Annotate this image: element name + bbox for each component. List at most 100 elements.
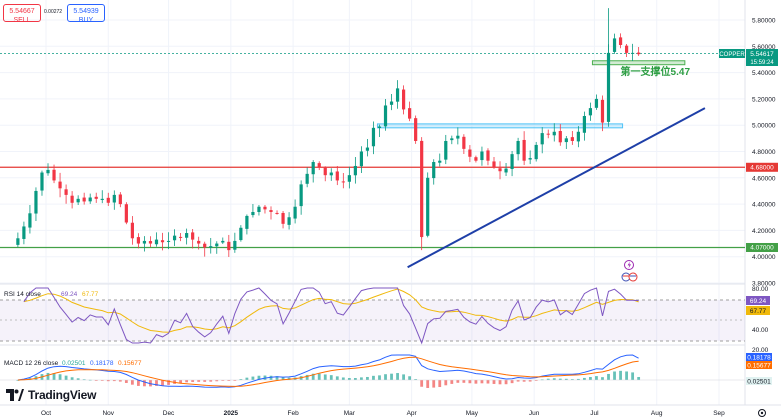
event-markers[interactable]: [621, 260, 638, 282]
tradingview-logo[interactable]: TradingView: [6, 388, 96, 402]
candle-body: [618, 37, 623, 45]
candle-body: [329, 172, 333, 176]
macd-histogram-bar: [637, 376, 641, 380]
macd-histogram-bar: [474, 380, 478, 384]
macd-histogram-bar: [347, 378, 351, 380]
candle-body: [588, 108, 593, 116]
hist-axis-tag-label: 0.02501: [747, 379, 771, 386]
ascending-trendline[interactable]: [407, 107, 706, 269]
macd-pane: MACD 12 26 close 0.02501 0.18178 0.15677…: [0, 347, 772, 388]
candle-body: [401, 89, 406, 110]
macd-line: [17, 354, 639, 388]
candle-body: [112, 194, 116, 203]
candle-body: [46, 169, 50, 174]
macd-histogram-bar: [595, 376, 598, 380]
macd-histogram-bar: [414, 379, 418, 380]
candle-body: [215, 243, 219, 247]
candle-body: [257, 206, 261, 213]
time-axis-label: Aug: [651, 410, 663, 417]
macd-histogram-bar: [52, 373, 56, 380]
macd-histogram-bar: [631, 372, 635, 380]
first-support-zone[interactable]: [591, 60, 686, 66]
candle-body: [498, 168, 502, 172]
candle-body: [233, 240, 237, 250]
time-axis[interactable]: Oct Nov Dec 2025 Feb Mar Apr May Jun Jul Aug Sep: [41, 410, 725, 417]
candle-body: [130, 222, 134, 239]
candle-body: [438, 160, 442, 163]
macd-histogram-bar: [221, 380, 225, 381]
rsi-axis-tick-80: 80.00: [752, 286, 769, 293]
candle-body: [100, 198, 104, 200]
macd-histogram-bar: [625, 371, 628, 380]
macd-histogram-bar: [456, 380, 460, 383]
macd-histogram-bar: [372, 375, 375, 380]
macd-hist-value-label: 0.02501: [62, 360, 86, 367]
buy-button[interactable]: 5.54939 BUY: [67, 4, 105, 24]
macd-histogram-bar: [161, 380, 164, 386]
us-flag-icon-2[interactable]: [628, 272, 638, 282]
price-axis[interactable]: 5.80000 5.60000 5.40000 5.20000 5.00000 4.800…: [752, 18, 776, 288]
level-axis-tag: [746, 242, 778, 252]
macd-histogram-bar: [522, 380, 526, 382]
candlestick-series: [16, 8, 641, 257]
macd-histogram-bar: [601, 377, 604, 380]
macd-histogram-bar: [112, 380, 116, 382]
time-axis-label: Jun: [529, 410, 540, 417]
macd-axis-tick: 20.00: [752, 347, 769, 354]
last-price-tag: COPPER 5.54617 15:59:24: [719, 49, 778, 66]
macd-histogram-bar: [76, 378, 80, 380]
candle-body: [251, 211, 255, 216]
macd-histogram-bar: [607, 373, 610, 380]
price-levels: 4.68000 4.07000: [0, 52, 778, 252]
candle-body: [166, 240, 171, 242]
candle-body: [540, 133, 544, 145]
macd-histogram-bar: [143, 380, 146, 387]
macd-title: MACD 12 26 close: [4, 360, 59, 367]
macd-histogram-bar: [209, 380, 213, 382]
macd-histogram-bar: [118, 380, 122, 382]
macd-histogram-bar: [444, 380, 448, 386]
support-zone[interactable]: [376, 123, 624, 129]
level-axis-tag-label: 4.68000: [750, 164, 774, 171]
macd-histogram-bar: [378, 375, 381, 380]
time-axis-label: Oct: [41, 410, 51, 417]
rsi-axis-tick-40: 40.00: [752, 327, 769, 334]
candle-body: [534, 144, 538, 160]
macd-histogram-bar: [402, 374, 405, 380]
candle-body: [124, 204, 128, 223]
rsi-pane: RSI 14 close 69.24 67.77 80.00 40.00 69.…: [0, 286, 770, 345]
macd-histogram-bar: [323, 374, 327, 380]
candle-body: [275, 212, 279, 214]
candle-body: [203, 243, 207, 248]
candle-body: [414, 118, 418, 141]
price-axis-tick: 4.40000: [752, 202, 776, 209]
time-axis-label: Nov: [102, 410, 114, 417]
macd-histogram-bar: [179, 380, 182, 384]
macd-histogram-bar: [516, 380, 520, 382]
candle-body: [504, 168, 508, 173]
macd-histogram-bar: [468, 380, 472, 384]
signal-axis-tag: [746, 361, 772, 369]
candle-body: [227, 241, 231, 251]
macd-histogram-bar: [396, 373, 399, 380]
candle-body: [450, 138, 454, 141]
sell-button[interactable]: 5.54667 SELL: [3, 4, 41, 24]
macd-histogram-bar: [16, 380, 20, 381]
candle-body: [172, 235, 177, 241]
macd-histogram-bar: [462, 380, 466, 383]
macd-histogram-bar: [124, 380, 128, 383]
candle-body: [263, 206, 267, 210]
signal-value-label: 0.15677: [118, 360, 142, 367]
macd-histogram-bar: [106, 380, 110, 382]
buy-price: 5.54939: [73, 8, 99, 15]
candle-body: [299, 184, 303, 207]
gear-icon[interactable]: [758, 409, 766, 417]
candle-body: [426, 177, 430, 236]
macd-histogram-bar: [353, 378, 357, 380]
candle-body: [197, 240, 201, 244]
grid-lines: [0, 0, 745, 405]
signal-axis-tag-label: 0.15677: [747, 363, 771, 370]
price-axis-tick: 4.80000: [752, 149, 776, 156]
price-axis-tick: 3.80000: [752, 281, 776, 288]
